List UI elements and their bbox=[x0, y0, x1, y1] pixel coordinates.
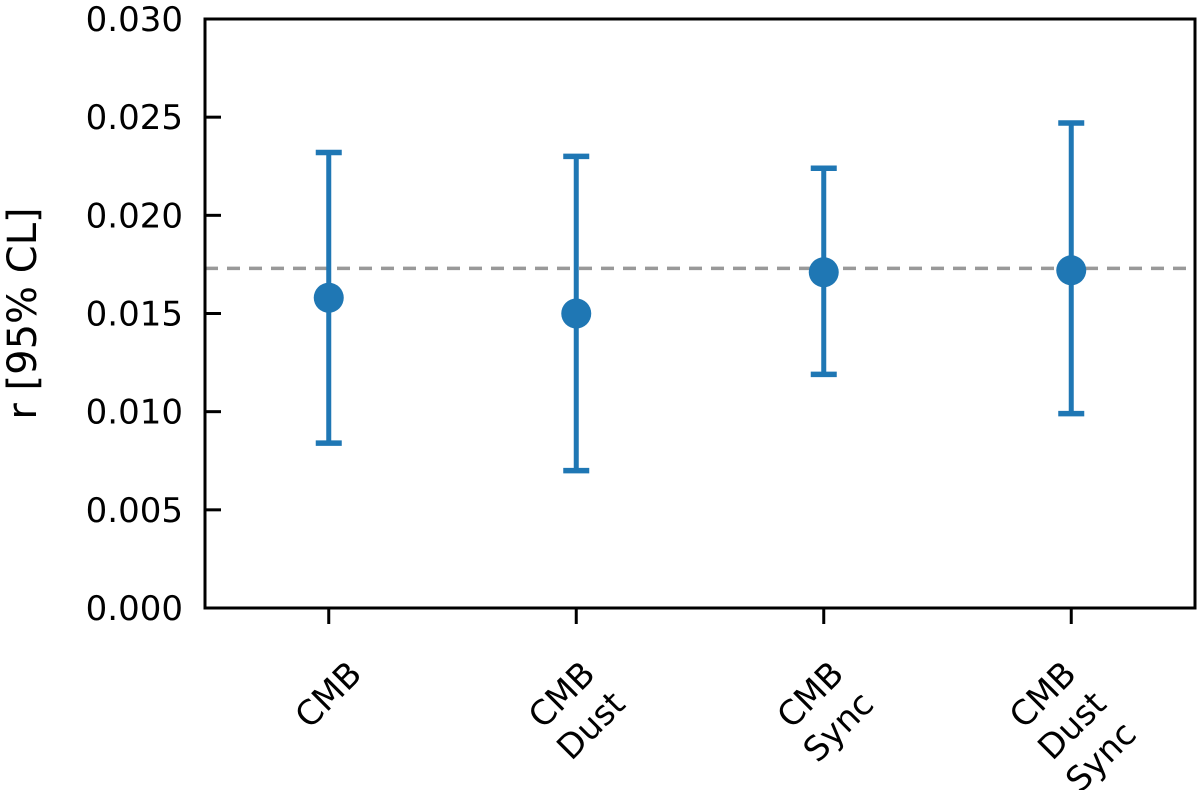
errorbar-point bbox=[313, 149, 344, 446]
y-tick-label: 0.000 bbox=[86, 589, 183, 629]
y-axis-label: r [95% CL] bbox=[0, 207, 46, 419]
y-tick-label: 0.020 bbox=[86, 196, 183, 236]
data-point-marker bbox=[808, 257, 839, 288]
errorbar-point bbox=[561, 153, 592, 474]
errorbar-point bbox=[808, 165, 839, 378]
x-tick-label: CMB bbox=[288, 654, 370, 736]
data-point-marker bbox=[1056, 255, 1087, 286]
plot-spines bbox=[203, 17, 1197, 610]
y-tick-label: 0.015 bbox=[86, 295, 183, 335]
x-tick-label: CMBSync bbox=[766, 654, 882, 770]
errorbar-series-layer bbox=[313, 120, 1087, 474]
y-tick-label: 0.030 bbox=[86, 0, 183, 40]
errorbar-point bbox=[1056, 120, 1087, 417]
x-tick-label-line: CMB bbox=[288, 654, 370, 736]
x-tick-label: CMBDust bbox=[519, 654, 633, 768]
axes-layer bbox=[203, 17, 1197, 610]
data-point-marker bbox=[313, 282, 344, 313]
y-tick-label: 0.010 bbox=[86, 393, 183, 433]
tick-label-layer: 0.000 0.005 0.010 0.015 0.020 0.025 0.030 CMB CM… bbox=[86, 0, 1145, 790]
y-tick-label: 0.005 bbox=[86, 491, 183, 531]
x-tick-label: CMBDustSync bbox=[998, 654, 1144, 790]
y-tick-label: 0.025 bbox=[86, 98, 183, 138]
data-point-marker bbox=[561, 298, 592, 329]
tick-layer bbox=[205, 17, 1073, 624]
